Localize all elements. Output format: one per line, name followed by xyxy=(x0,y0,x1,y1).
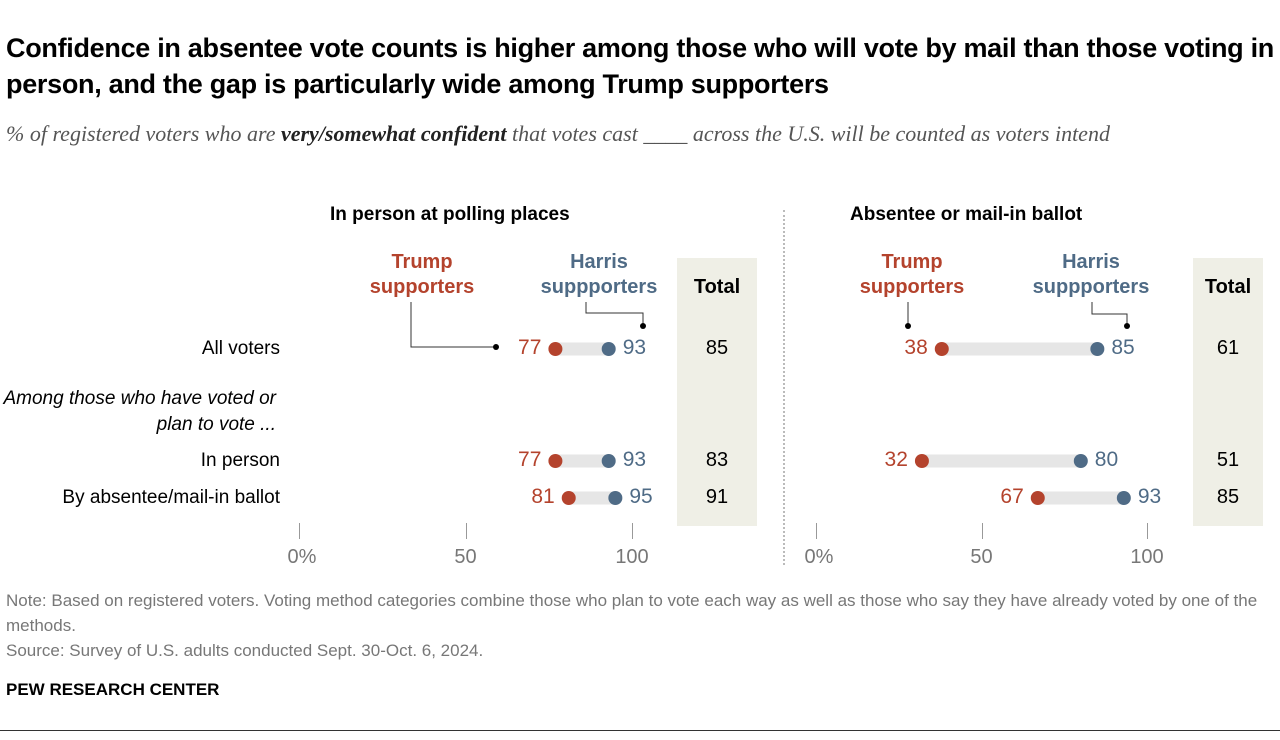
harris-leader-line xyxy=(585,302,644,326)
total-value: 85 xyxy=(705,337,729,359)
total-value: 83 xyxy=(705,449,729,471)
leader-dot xyxy=(905,323,911,329)
legend-harris: Harris suppporters xyxy=(1032,251,1150,298)
harris-dot xyxy=(1090,342,1105,356)
panel-title: In person at polling places xyxy=(330,204,570,225)
total-band xyxy=(1193,258,1263,526)
trump-value-label: 77 xyxy=(518,448,542,471)
leader-dot xyxy=(640,323,646,329)
trump-dot xyxy=(561,491,576,505)
trump-dot xyxy=(1030,491,1045,505)
legend-total: Total xyxy=(1204,276,1252,298)
axis-tick-label: 0% xyxy=(804,546,834,568)
axis-tick-label: 50 xyxy=(454,546,477,568)
legend-trump: Trump supporters xyxy=(859,251,965,298)
trump-value-label: 38 xyxy=(904,336,928,359)
trump-dot xyxy=(934,342,949,356)
note: Note: Based on registered voters. Voting… xyxy=(6,588,1266,663)
axis-tick-label: 50 xyxy=(970,546,993,568)
bottom-rule xyxy=(0,730,1280,731)
axis-tick-label: 100 xyxy=(615,546,649,568)
total-value: 51 xyxy=(1216,449,1240,471)
legend-trump: Trump supporters xyxy=(369,251,475,298)
brand-logo: PEW RESEARCH CENTER xyxy=(6,680,220,699)
trump-value-label: 81 xyxy=(531,485,555,508)
axis-tick-label: 0% xyxy=(287,546,317,568)
harris-dot xyxy=(1116,491,1131,505)
axis-tick xyxy=(465,523,467,539)
legend-harris: Harris suppporters xyxy=(540,251,658,298)
row-label: All voters xyxy=(201,338,280,359)
axis-tick xyxy=(981,523,983,539)
trump-dot xyxy=(548,342,563,356)
total-value: 61 xyxy=(1216,337,1240,359)
harris-value-label: 93 xyxy=(1137,485,1162,508)
leader-dot xyxy=(493,344,499,350)
subtitle-bold: very/somewhat confident xyxy=(280,121,507,146)
chart-title: Confidence in absentee vote counts is hi… xyxy=(6,33,1274,99)
total-band xyxy=(677,258,757,526)
panel-divider xyxy=(783,210,785,565)
harris-value-label: 93 xyxy=(622,336,647,359)
panel-title: Absentee or mail-in ballot xyxy=(850,204,1083,225)
legend-total: Total xyxy=(693,276,741,298)
axis-tick xyxy=(1147,523,1148,539)
axis-tick-label: 100 xyxy=(1130,546,1164,568)
trump-dot xyxy=(548,454,563,468)
harris-dot xyxy=(601,342,616,356)
axis-tick xyxy=(632,523,633,539)
trump-dot xyxy=(914,454,929,468)
harris-dot xyxy=(1073,454,1088,468)
axis-tick xyxy=(299,523,300,539)
harris-value-label: 95 xyxy=(629,485,653,508)
note-text: Note: Based on registered voters. Voting… xyxy=(6,591,1258,635)
trump-value-label: 67 xyxy=(1000,485,1024,508)
harris-dot xyxy=(608,491,623,505)
subtitle-pre: % of registered voters who are xyxy=(6,121,281,146)
trump-value-label: 32 xyxy=(884,448,908,471)
leader-dot xyxy=(1124,323,1130,329)
source-text: Source: Survey of U.S. adults conducted … xyxy=(6,641,484,660)
chart-subtitle: % of registered voters who are very/some… xyxy=(6,118,1266,149)
axis-tick xyxy=(816,523,817,539)
row-label: By absentee/mail-in ballot xyxy=(62,487,280,508)
group-label: Among those who have voted or plan to vo… xyxy=(3,388,276,435)
harris-value-label: 93 xyxy=(622,448,647,471)
total-value: 85 xyxy=(1216,486,1240,508)
trump-leader-line xyxy=(410,302,496,348)
row-label: In person xyxy=(200,450,280,471)
harris-value-label: 85 xyxy=(1111,336,1135,359)
harris-dot xyxy=(601,454,616,468)
subtitle-post: that votes cast ____ across the U.S. wil… xyxy=(506,121,1110,146)
harris-leader-line xyxy=(1091,302,1128,326)
trump-value-label: 77 xyxy=(518,336,542,359)
total-value: 91 xyxy=(705,486,729,508)
harris-value-label: 80 xyxy=(1094,448,1119,471)
